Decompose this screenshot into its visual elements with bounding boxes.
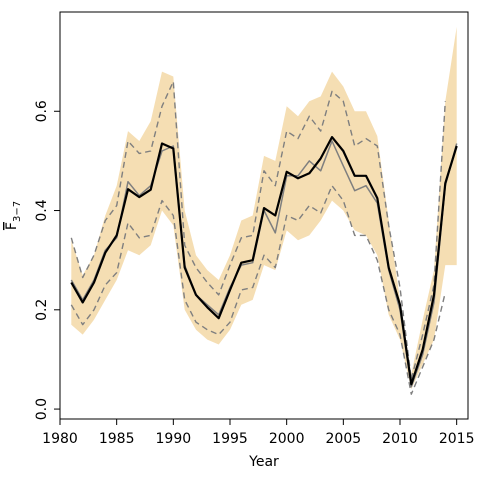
y-axis-title-subscript: 3−7 <box>12 201 23 222</box>
x-axis-title: Year <box>248 454 279 470</box>
x-tick-label: 2000 <box>269 431 305 447</box>
x-tick-label: 1990 <box>156 431 192 447</box>
y-tick-label: 0.4 <box>34 199 50 221</box>
series-lines-layer <box>70 80 458 395</box>
y-tick-label: 0.2 <box>34 299 50 321</box>
x-tick-label: 1980 <box>42 431 78 447</box>
x-tick-label: 2015 <box>439 431 475 447</box>
plot-frame <box>59 11 469 420</box>
series-line-mean <box>70 136 458 386</box>
y-axis: 0.0 0.2 0.4 0.6 <box>34 100 60 420</box>
y-tick-label: 0.0 <box>34 398 50 420</box>
series-line-ci_upper <box>70 80 446 380</box>
y-tick-label: 0.6 <box>34 100 50 122</box>
y-axis-title-main: F <box>4 222 20 230</box>
x-axis: 1980 1985 1990 1995 2000 2005 2010 2015 <box>42 419 474 447</box>
x-tick-label: 1985 <box>99 431 135 447</box>
y-axis-title: F3−7 <box>4 201 23 230</box>
x-tick-label: 2005 <box>326 431 362 447</box>
x-tick-label: 1995 <box>212 431 248 447</box>
x-tick-label: 2010 <box>382 431 418 447</box>
svg-text:F3−7: F3−7 <box>4 201 23 230</box>
